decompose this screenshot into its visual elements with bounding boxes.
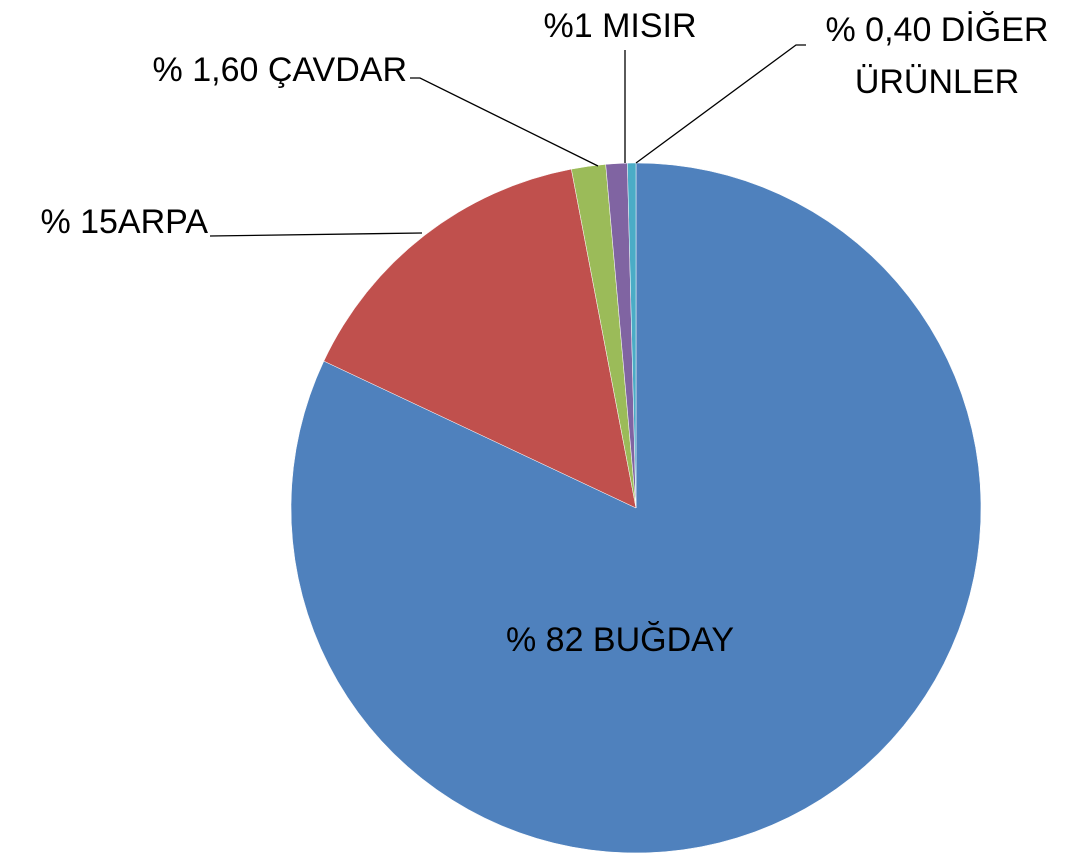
data-label: % 1,60 ÇAVDAR: [152, 51, 407, 89]
pie-slice: [323, 168, 637, 509]
data-label: % 0,40 DİĞER ÜRÜNLER: [825, 11, 1049, 101]
leader-line: [410, 77, 599, 167]
pie-slice: [627, 162, 637, 509]
leader-line: [209, 232, 423, 237]
data-label: %1 MISIR: [543, 7, 697, 45]
data-label: % 82 BUĞDAY: [505, 621, 735, 659]
data-label: % 15ARPA: [40, 203, 208, 241]
leader-line: [635, 44, 806, 164]
